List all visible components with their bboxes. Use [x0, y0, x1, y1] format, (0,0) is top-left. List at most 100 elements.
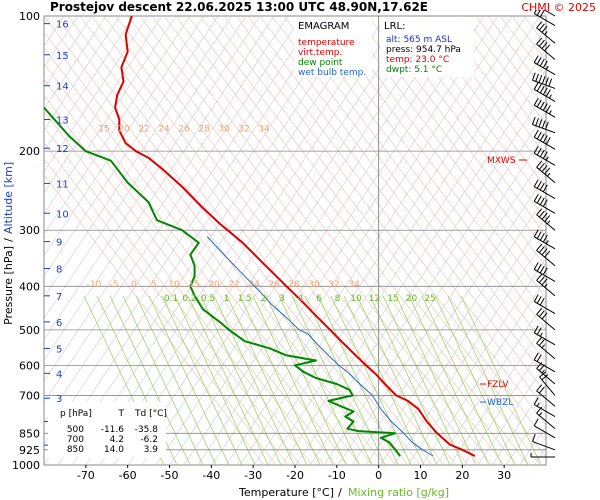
mixing-ratio-line: [252, 295, 334, 465]
adiabat-line: [379, 16, 546, 236]
mixing-ratio-label-top: 32: [238, 124, 249, 134]
mixing-ratio-label-green: 4: [298, 294, 304, 304]
pressure-tick-label: 925: [19, 444, 40, 457]
temperature-tick-label: 30: [497, 469, 511, 482]
mixing-ratio-line: [226, 295, 308, 465]
adiabat-line: [223, 16, 546, 442]
pressure-tick-label: 300: [19, 224, 40, 237]
wind-barb-feather: [548, 78, 553, 87]
table-cell: 3.9: [144, 445, 159, 455]
mixing-ratio-label-green: 20: [406, 294, 418, 304]
wind-barb: [531, 116, 556, 134]
mixing-ratio-label-upper: 24: [248, 280, 260, 290]
wind-barb: [533, 262, 556, 282]
wind-barb-feather: [541, 374, 549, 381]
wind-barb: [536, 384, 556, 407]
wind-barb: [531, 72, 556, 89]
table-cell: -35.8: [135, 425, 159, 435]
altitude-tick-label: 13: [56, 115, 69, 126]
altitude-tick-label: 5: [56, 344, 62, 355]
wind-barb-feather: [531, 72, 536, 81]
isotherm-line: [379, 216, 546, 465]
isotherm-line: [141, 16, 443, 465]
mixing-ratio-label-green: 1: [224, 294, 230, 304]
wind-barb-feather: [539, 371, 547, 378]
isotherm-line: [253, 27, 546, 465]
wind-barb-feather: [545, 121, 549, 130]
temperature-tick-label: -10: [328, 469, 346, 482]
isotherm-line: [85, 16, 387, 465]
wind-barb-feather: [533, 146, 539, 154]
wind-barb-feather: [536, 147, 542, 156]
mixing-ratio-line: [408, 295, 490, 465]
wind-barb-feather: [533, 82, 539, 90]
adiabat-line: [475, 16, 546, 109]
wind-barb-half-feather: [539, 332, 543, 337]
wind-barb-feather: [538, 162, 545, 170]
wind-barb-feather: [535, 118, 539, 126]
dew-point-line: [44, 106, 401, 457]
wind-barb-feather: [533, 55, 539, 63]
table-cell: -11.6: [101, 425, 125, 435]
mixing-ratio-label-top: 34: [258, 124, 270, 134]
wind-barb-feather: [531, 433, 536, 442]
mixing-ratio-label-top: 20: [118, 124, 130, 134]
wind-barb-feather: [536, 195, 542, 204]
wind-barb-feather: [544, 250, 551, 258]
mixing-ratio-label-upper: 32: [328, 280, 339, 290]
fzlv-label: FZLV: [487, 380, 509, 390]
isotherm-line: [113, 16, 415, 465]
mixing-ratio-line: [161, 295, 243, 465]
chart-title: Prostejov descent 22.06.2025 13:00 UTC 4…: [50, 0, 428, 14]
adiabat-line: [331, 16, 546, 300]
wind-barb-feather: [533, 194, 539, 202]
wind-barb-feather: [533, 325, 539, 334]
mixing-ratio-label-upper: 15: [188, 280, 199, 290]
table-cell: 700: [67, 435, 84, 445]
lrl-dwpt: dwpt: 5.1 °C: [386, 65, 442, 75]
adiabat-line: [44, 142, 289, 465]
adiabat-line: [584, 16, 600, 465]
adiabat-line: [103, 16, 445, 465]
wind-barb-feather: [542, 60, 548, 69]
adiabat-line: [403, 16, 546, 205]
pressure-tick-label: 400: [19, 280, 40, 293]
pressure-tick-label: 850: [19, 427, 40, 440]
wind-barb-staff: [533, 404, 556, 417]
isotherm-line: [407, 258, 546, 465]
wind-barb: [536, 307, 556, 331]
table-cell: -6.2: [140, 435, 158, 445]
isotherm-line: [197, 16, 499, 465]
isotherm-line: [44, 16, 247, 319]
wind-barb: [533, 352, 556, 373]
wind-barb-feather: [536, 57, 542, 65]
mixing-ratio-label-green: 0.1: [164, 294, 178, 304]
mixing-ratio-label-upper: 10: [168, 280, 180, 290]
isotherm-line: [590, 16, 600, 465]
wind-barb-feather: [536, 263, 542, 272]
mixing-ratio-line: [460, 295, 542, 465]
temperature-tick-label: 0: [375, 469, 382, 482]
mixing-ratio-label-green: 1.5: [238, 294, 252, 304]
wind-barb-feather: [536, 131, 542, 140]
adiabat-line: [247, 16, 546, 411]
wind-barb-staff: [533, 359, 556, 373]
wind-barb-feather: [542, 87, 548, 95]
y-axis-title: Pressure [hPa]: [2, 246, 15, 325]
isotherm-line: [44, 16, 303, 403]
isotherm-line: [365, 195, 546, 465]
wind-barb-feather: [541, 42, 548, 49]
wind-barb-staff: [533, 13, 556, 26]
mixing-ratio-label-green: 3: [279, 294, 285, 304]
wind-barb-feather: [539, 133, 545, 141]
mixing-ratio-label-upper: 28: [288, 280, 300, 290]
mixing-ratio-label-upper: 22: [228, 280, 239, 290]
mixing-ratio-line: [109, 295, 191, 465]
adiabat-line: [355, 16, 546, 268]
mixing-ratio-line: [434, 295, 516, 465]
wind-barb-feather: [539, 265, 545, 274]
lrl-press: press: 954.7 hPa: [386, 45, 461, 55]
wind-barb-feather: [538, 386, 545, 394]
mixing-ratio-label-green: 15: [387, 294, 398, 304]
